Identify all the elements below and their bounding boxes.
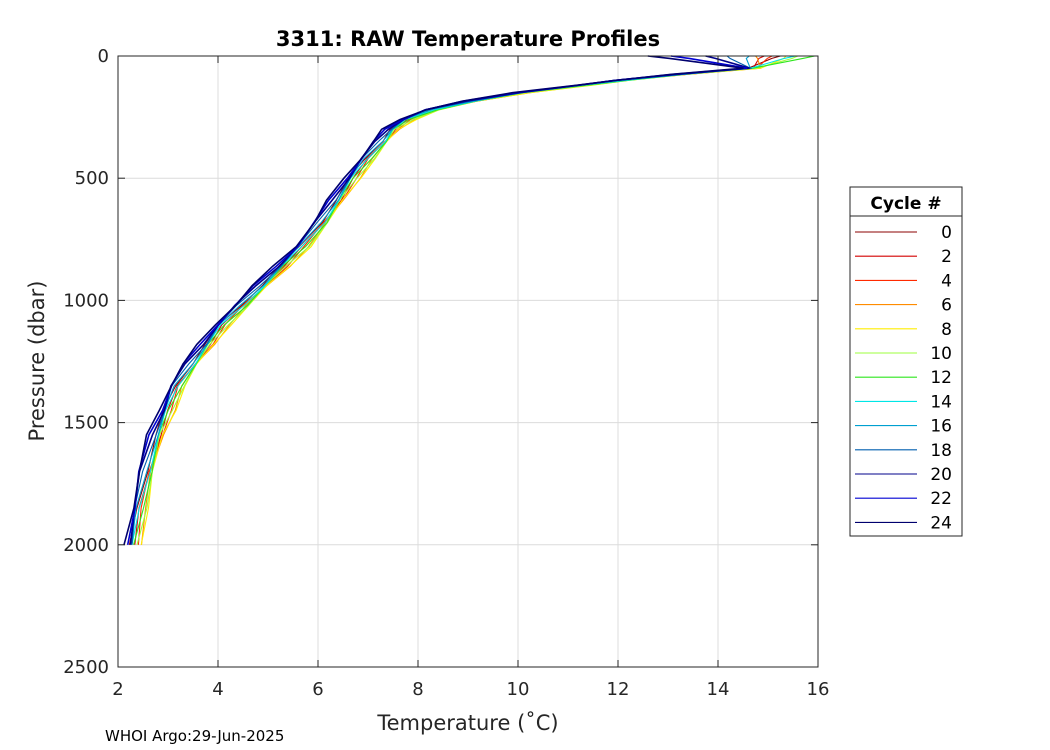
legend-entry-label: 10	[930, 344, 952, 364]
plot-area	[118, 56, 818, 667]
profile-lines	[123, 55, 815, 546]
x-tick-label: 8	[412, 679, 423, 700]
profile-line-cycle-24	[123, 55, 744, 546]
legend-entry-label: 24	[930, 513, 952, 533]
legend-entry-label: 2	[941, 247, 952, 267]
tick-labels: 2 4 6 8 10 12 14 16 0 500 1000 1500 2000 2500	[63, 46, 829, 700]
legend-box	[849, 186, 963, 537]
y-tick-label: 1000	[63, 290, 109, 311]
y-tick-label: 1500	[63, 413, 109, 434]
legend-entry-label: 18	[930, 441, 952, 461]
axis-ticks	[117, 55, 819, 668]
legend-entry-label: 4	[941, 271, 952, 291]
y-axis-title: Pressure (dbar)	[25, 281, 49, 442]
x-tick-label: 12	[607, 679, 630, 700]
legend-entry-label: 0	[941, 223, 952, 243]
legend-entry-label: 12	[930, 368, 952, 388]
legend-entry-label: 20	[930, 465, 952, 485]
chart-title: 3311: RAW Temperature Profiles	[276, 27, 660, 51]
legend-entry-label: 14	[930, 392, 952, 412]
legend-entry-label: 8	[941, 320, 952, 340]
x-tick-label: 6	[312, 679, 323, 700]
x-tick-label: 4	[212, 679, 223, 700]
y-tick-label: 500	[75, 168, 109, 189]
legend-entry-label: 6	[941, 296, 952, 316]
x-tick-label: 14	[707, 679, 730, 700]
plot-frame	[117, 55, 819, 668]
footer-credit: WHOI Argo:29-Jun-2025	[105, 727, 284, 745]
legend-title: Cycle #	[870, 194, 941, 214]
x-tick-label: 10	[507, 679, 530, 700]
x-axis-title: Temperature (˚C)	[376, 711, 558, 735]
y-tick-label: 0	[98, 46, 109, 67]
x-tick-label: 16	[807, 679, 830, 700]
y-tick-label: 2000	[63, 535, 109, 556]
x-tick-label: 2	[112, 679, 123, 700]
legend-entry-label: 22	[930, 489, 952, 509]
y-tick-label: 2500	[63, 657, 109, 678]
legend-entry-label: 16	[930, 417, 952, 437]
